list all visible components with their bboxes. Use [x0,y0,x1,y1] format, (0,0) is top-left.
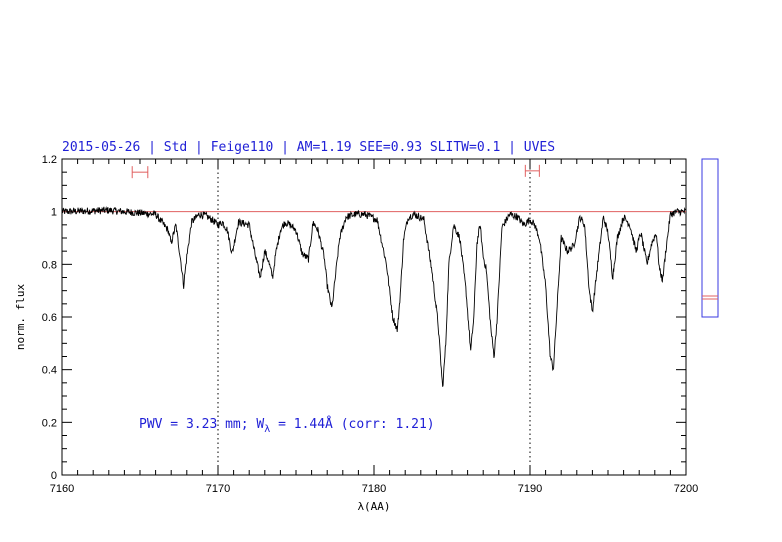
x-tick-label: 7170 [206,483,230,495]
annotation-subscript: λ [264,424,270,435]
reference-lines [217,159,531,475]
x-tick-label: 7160 [50,483,74,495]
x-tick-label: 7180 [362,483,386,495]
continuum-window-markers [131,164,540,179]
annotation-suffix: = 1.44Å (corr: 1.21) [270,416,434,432]
y-axis-label: norm. flux [14,284,27,351]
y-tick-label: 0.6 [42,312,57,324]
y-tick-label: 0 [51,470,57,482]
chart-title: 2015-05-26 | Std | Feige110 | AM=1.19 SE… [62,140,555,155]
y-tick-label: 1 [51,207,57,219]
pwv-annotation: PWV = 3.23 mm; Wλ = 1.44Å (corr: 1.21) [139,416,435,435]
y-tick-label: 1.2 [42,154,57,166]
tick-labels: 7160 7170 7180 7190 7200 0 0.2 0.4 0.6 0.8 1 1.2 [42,154,699,495]
spectrum-line [61,205,687,387]
x-axis-label: λ(AA) [357,500,390,513]
x-tick-label: 7200 [674,483,698,495]
y-tick-label: 0.2 [42,417,57,429]
y-tick-label: 0.4 [42,365,57,377]
side-indicator-box [701,158,719,318]
x-tick-label: 7190 [518,483,542,495]
annotation-prefix: PWV = 3.23 mm; W [139,417,264,432]
y-tick-label: 0.8 [42,259,57,271]
